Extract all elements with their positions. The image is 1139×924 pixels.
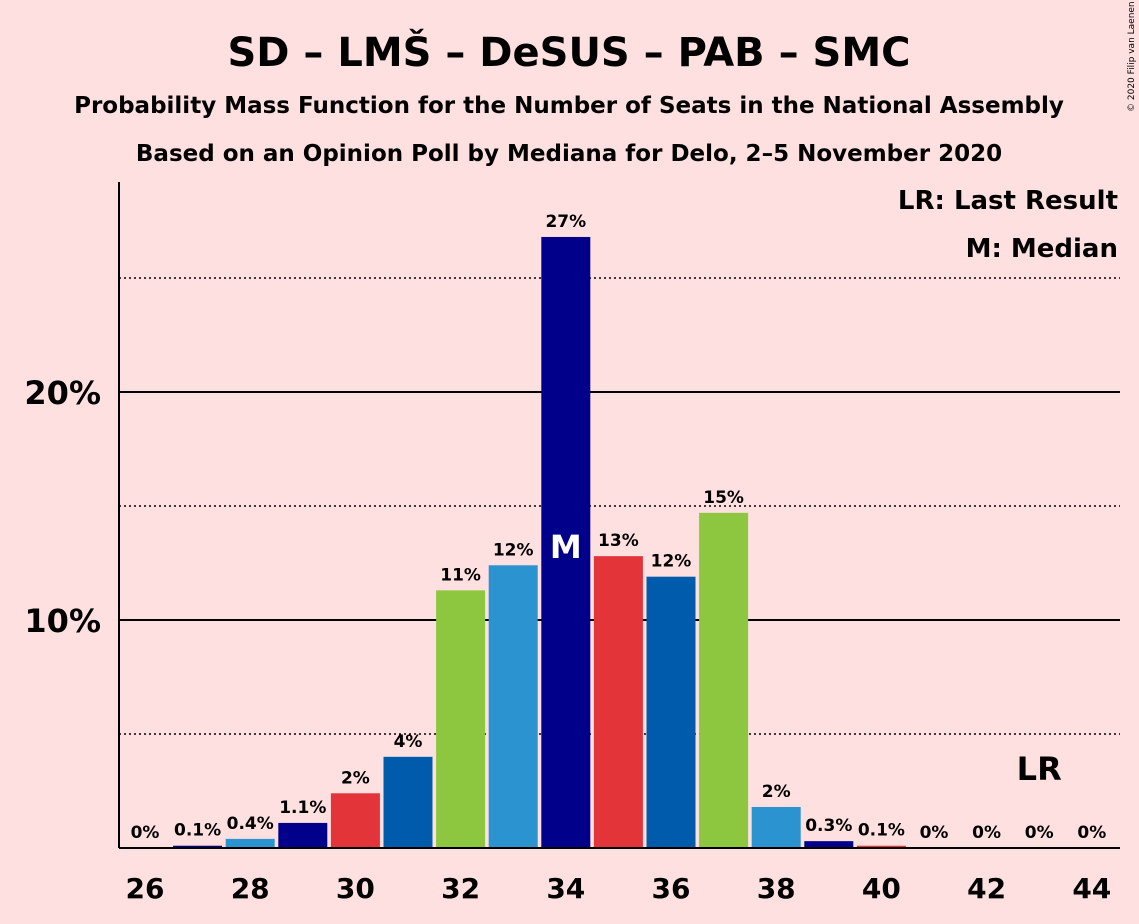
- data-label-seat-34: 27%: [545, 212, 586, 232]
- legend-last-result: LR: Last Result: [898, 186, 1118, 216]
- median-marker: M: [550, 528, 582, 566]
- bar-seat-35: [593, 556, 643, 848]
- x-tick-label: 44: [1072, 872, 1111, 905]
- data-label-seat-30: 2%: [341, 768, 370, 788]
- chart-subtitle: Probability Mass Function for the Number…: [74, 93, 1064, 119]
- x-axis-ticks: 26 28 30 32 34 36 38 40 42 44: [126, 872, 1112, 905]
- bar-seat-29: [278, 822, 328, 848]
- bar-seat-34: [541, 236, 591, 848]
- x-tick-label: 32: [441, 872, 480, 905]
- data-label-seat-33: 12%: [493, 540, 534, 560]
- x-tick-label: 34: [546, 872, 585, 905]
- bar-seat-31: [383, 756, 433, 848]
- y-tick-label: 20%: [24, 374, 101, 412]
- data-label-seat-43: 0%: [1025, 823, 1054, 843]
- data-label-seat-29: 1.1%: [279, 798, 326, 818]
- data-label-seat-32: 11%: [440, 565, 481, 585]
- y-tick-label: 10%: [24, 602, 101, 640]
- last-result-marker: LR: [1017, 750, 1062, 788]
- data-label-seat-38: 2%: [762, 782, 791, 802]
- chart-title: SD – LMŠ – DeSUS – PAB – SMC: [227, 28, 910, 76]
- x-tick-label: 40: [862, 872, 901, 905]
- x-tick-label: 36: [652, 872, 691, 905]
- x-tick-label: 26: [126, 872, 165, 905]
- bar-seat-36: [646, 576, 696, 848]
- data-label-seat-35: 13%: [598, 531, 639, 551]
- data-label-seat-37: 15%: [703, 488, 744, 508]
- x-tick-label: 28: [231, 872, 270, 905]
- copyright-notice: © 2020 Filip van Laenen: [1127, 1, 1137, 112]
- legend-median: M: Median: [966, 234, 1118, 264]
- bar-seat-37: [699, 512, 749, 848]
- data-label-seat-26: 0%: [131, 823, 160, 843]
- chart-subtitle-poll: Based on an Opinion Poll by Mediana for …: [136, 141, 1002, 167]
- data-label-seat-31: 4%: [394, 732, 423, 752]
- data-label-seat-28: 0.4%: [227, 814, 274, 834]
- bars: [173, 236, 906, 848]
- bar-seat-28: [225, 838, 275, 848]
- bar-seat-27: [173, 845, 223, 848]
- data-label-seat-41: 0%: [920, 823, 949, 843]
- bar-seat-38: [751, 806, 801, 848]
- bar-seat-32: [436, 590, 486, 848]
- data-label-seat-40: 0.1%: [858, 821, 905, 841]
- x-tick-label: 42: [967, 872, 1006, 905]
- data-label-seat-44: 0%: [1077, 823, 1106, 843]
- data-label-seat-27: 0.1%: [174, 821, 221, 841]
- bar-seat-30: [330, 793, 380, 848]
- data-label-seat-36: 12%: [651, 552, 692, 572]
- x-tick-label: 38: [757, 872, 796, 905]
- bar-seat-39: [804, 841, 854, 848]
- x-tick-label: 30: [336, 872, 375, 905]
- bar-seat-40: [856, 845, 906, 848]
- data-labels: 0% 0.1% 0.4%1.1% 2% 4% 11% 12% 27% 13% 12% 15% 2% 0.…: [131, 212, 1107, 843]
- data-label-seat-42: 0%: [972, 823, 1001, 843]
- bar-seat-33: [488, 565, 538, 848]
- data-label-seat-39: 0.3%: [805, 816, 852, 836]
- y-axis-ticks: 10% 20%: [24, 374, 101, 640]
